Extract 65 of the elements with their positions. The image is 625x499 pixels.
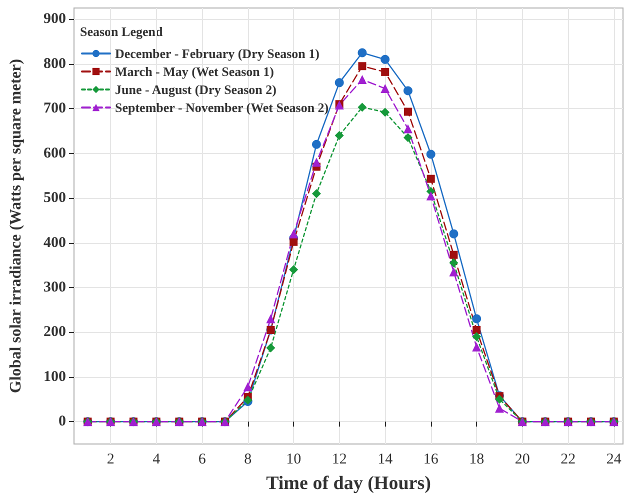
point [289, 265, 298, 274]
point [334, 130, 344, 140]
point [472, 326, 481, 334]
point [449, 267, 458, 276]
point [358, 102, 367, 112]
x-axis-title: Time of day (Hours) [266, 473, 431, 494]
point [426, 191, 436, 200]
y-tick-label: 100 [44, 368, 66, 385]
point [380, 84, 390, 93]
y-tick-label: 300 [44, 279, 66, 296]
x-tick-label: 16 [423, 452, 439, 468]
y-tick-label: 0 [58, 414, 66, 430]
point [289, 229, 298, 238]
point [266, 343, 276, 352]
point [358, 62, 366, 70]
x-tick-label: 14 [378, 452, 394, 468]
point [243, 382, 252, 392]
legend-label: December - February (Dry Season 1) [115, 46, 320, 61]
point [449, 258, 458, 268]
point [449, 229, 458, 238]
point [450, 250, 458, 259]
point [404, 108, 412, 116]
x-tick-label: 10 [286, 452, 302, 468]
point [312, 189, 321, 198]
x-tick-label: 2 [106, 452, 114, 468]
point [494, 394, 504, 404]
point [494, 404, 504, 413]
x-tick-label: 18 [469, 452, 484, 468]
point [358, 75, 367, 84]
x-tick-label: 4 [152, 452, 161, 468]
point [403, 133, 412, 142]
legend-title: Season Legend [80, 24, 164, 39]
y-axis-title: Global solar irradiance (Watts per square meter) [8, 58, 24, 394]
y-tick-label: 800 [44, 56, 66, 72]
point [381, 68, 390, 76]
y-tick-label: 400 [44, 234, 66, 251]
y-tick-label: 600 [44, 145, 66, 162]
point [426, 150, 436, 159]
point [380, 108, 390, 117]
y-tick-label: 200 [44, 324, 66, 340]
point [334, 78, 344, 88]
point [312, 158, 321, 167]
point [403, 124, 412, 134]
point [290, 238, 298, 246]
point [358, 48, 367, 58]
point [266, 314, 276, 324]
point [426, 174, 435, 183]
point [403, 86, 412, 96]
y-tick-label: 500 [44, 190, 66, 206]
x-tick-label: 8 [244, 452, 252, 468]
point [380, 54, 390, 64]
x-tick-label: 24 [606, 452, 622, 468]
x-tick-label: 6 [198, 452, 206, 468]
legend-label: June - August (Dry Season 2) [115, 82, 276, 97]
legend-label: March - May (Wet Season 1) [115, 64, 274, 79]
point [472, 332, 482, 342]
x-tick-label: 20 [514, 452, 530, 468]
x-tick-label: 22 [560, 452, 576, 468]
point [312, 140, 321, 149]
legend-label: September - November (Wet Season 2) [115, 100, 329, 115]
point [472, 314, 482, 324]
x-tick-label: 12 [332, 452, 347, 468]
y-tick-label: 700 [44, 100, 66, 117]
point [472, 342, 482, 352]
y-tick-label: 900 [44, 11, 66, 28]
